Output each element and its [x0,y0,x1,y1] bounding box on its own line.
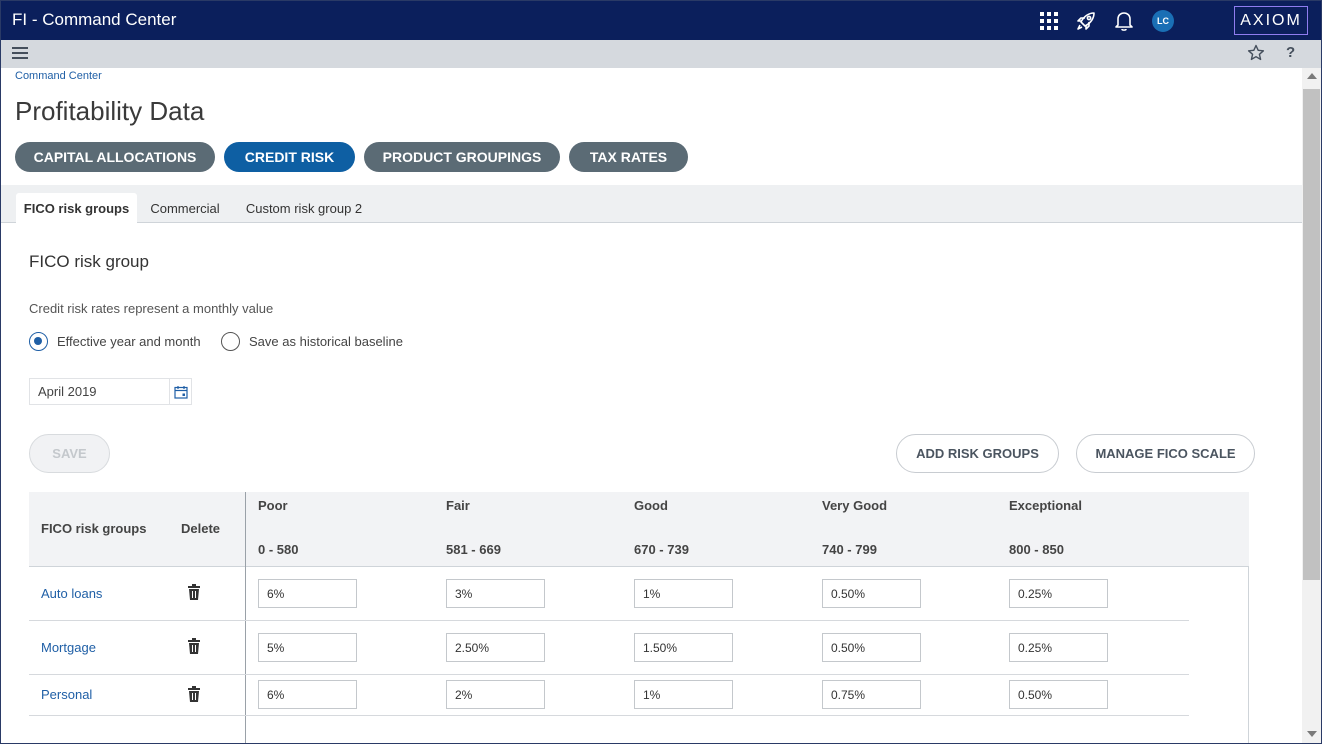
rate-input[interactable] [634,680,733,709]
trash-icon[interactable] [186,637,202,655]
rate-input-field[interactable] [259,580,356,607]
page-title: Profitability Data [15,96,205,126]
column-divider [245,492,246,743]
manage-fico-scale-button[interactable]: MANAGE FICO SCALE [1076,434,1255,473]
avatar[interactable]: LC [1152,10,1174,32]
header-delete: Delete [181,521,221,536]
radio-historical-baseline[interactable]: Save as historical baseline [221,331,403,351]
rate-input[interactable] [258,633,357,662]
rate-input[interactable] [634,633,733,662]
radio-unchecked-icon[interactable] [221,331,240,351]
header-poor-range: 0 - 580 [258,542,299,557]
rate-input[interactable] [822,579,921,608]
star-icon[interactable] [1247,44,1265,67]
rate-input[interactable] [258,680,357,709]
header-good-range: 670 - 739 [634,542,689,557]
rate-input[interactable] [822,633,921,662]
rate-input[interactable] [1009,633,1108,662]
calendar-icon[interactable] [169,379,191,404]
rate-input[interactable] [258,579,357,608]
rate-input-field[interactable] [823,634,920,661]
rate-input[interactable] [446,680,545,709]
sub-toolbar: ? [1,40,1321,68]
row-divider [29,715,1189,716]
rate-input[interactable] [446,633,545,662]
header-poor: Poor [258,498,288,513]
menu-icon[interactable] [12,46,28,65]
header-fair-range: 581 - 669 [446,542,501,557]
apps-grid-icon[interactable] [1037,9,1061,33]
rate-input-field[interactable] [259,681,356,708]
vertical-scrollbar[interactable] [1302,68,1321,743]
rate-input-field[interactable] [259,634,356,661]
row-divider [29,620,1189,621]
breadcrumb[interactable]: Command Center [15,70,102,82]
save-button[interactable]: SAVE [29,434,110,473]
rate-input[interactable] [822,680,921,709]
table-header [29,492,1249,567]
section-title: FICO risk group [29,252,149,271]
row-divider [29,674,1189,675]
tab-fico-risk-groups[interactable]: FICO risk groups [16,193,137,224]
radio-label: Save as historical baseline [249,333,403,349]
header-fico-risk-groups: FICO risk groups [41,521,147,536]
nav-pill-tax-rates[interactable]: TAX RATES [569,142,688,172]
header-very-good: Very Good [822,498,888,513]
rate-input-field[interactable] [447,681,544,708]
trash-icon[interactable] [186,685,202,703]
rate-input-field[interactable] [635,580,732,607]
table-right-border [1248,567,1249,743]
monthly-value-note: Credit risk rates represent a monthly va… [29,301,274,316]
scroll-thumb[interactable] [1303,89,1320,580]
tab-commercial[interactable]: Commercial [150,200,220,216]
header-fair: Fair [446,498,470,513]
header-good: Good [634,498,668,513]
radio-label: Effective year and month [57,333,201,349]
app-title: FI - Command Center [12,10,177,29]
rate-input[interactable] [1009,680,1108,709]
row-name-auto-loans[interactable]: Auto loans [41,586,103,601]
top-bar: FI - Command Center [1,1,1321,40]
rate-input-field[interactable] [635,634,732,661]
month-picker[interactable] [29,378,192,405]
rate-input-field[interactable] [447,580,544,607]
nav-pill-credit-risk[interactable]: CREDIT RISK [224,142,355,172]
tab-custom-risk-group-2[interactable]: Custom risk group 2 [245,200,363,216]
nav-pill-product-groupings[interactable]: PRODUCT GROUPINGS [364,142,560,172]
header-exceptional-range: 800 - 850 [1009,542,1064,557]
rate-input-field[interactable] [1010,634,1107,661]
rate-input-field[interactable] [823,580,920,607]
rate-input-field[interactable] [1010,681,1107,708]
row-name-personal[interactable]: Personal [41,687,93,702]
trash-icon[interactable] [186,583,202,601]
help-icon[interactable]: ? [1286,44,1296,61]
scroll-up-icon[interactable] [1307,73,1317,79]
rate-input-field[interactable] [823,681,920,708]
header-exceptional: Exceptional [1009,498,1082,513]
rate-input[interactable] [446,579,545,608]
scroll-down-icon[interactable] [1307,731,1317,737]
rate-input-field[interactable] [1010,580,1107,607]
rate-input[interactable] [634,579,733,608]
axiom-logo: AXIOM [1234,6,1308,35]
month-input[interactable] [30,379,160,404]
radio-checked-icon[interactable] [29,331,48,351]
bell-icon[interactable] [1112,9,1136,33]
header-very-good-range: 740 - 799 [822,542,877,557]
row-name-mortgage[interactable]: Mortgage [41,640,96,655]
nav-pill-capital-allocations[interactable]: CAPITAL ALLOCATIONS [15,142,215,172]
rate-input-field[interactable] [635,681,732,708]
rocket-icon[interactable] [1074,9,1098,33]
radio-effective-year-month[interactable]: Effective year and month [29,331,201,351]
tab-strip: FICO risk groups Commercial Custom risk … [1,185,1302,224]
add-risk-groups-button[interactable]: ADD RISK GROUPS [896,434,1059,473]
rate-input[interactable] [1009,579,1108,608]
rate-input-field[interactable] [447,634,544,661]
